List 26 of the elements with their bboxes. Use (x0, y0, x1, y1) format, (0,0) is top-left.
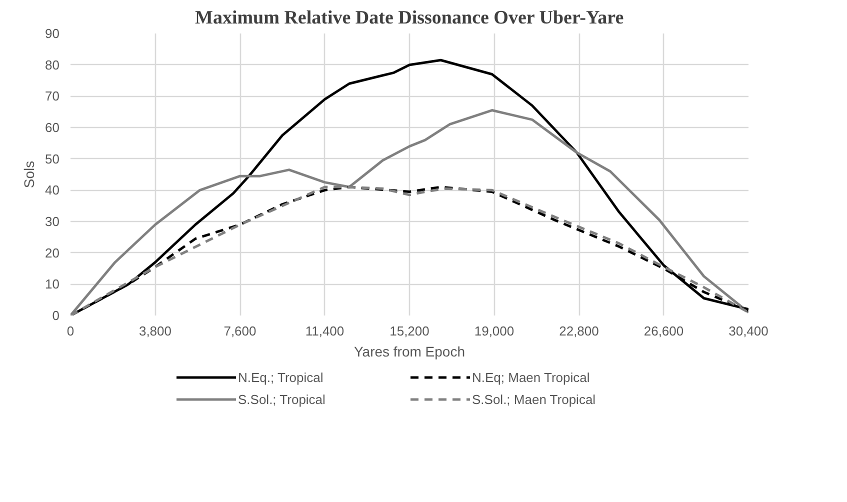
y-tick-label: 0 (52, 308, 60, 323)
chart-title: Maximum Relative Date Dissonance Over Uber-Yare (195, 8, 624, 28)
y-tick-label: 30 (45, 214, 60, 229)
x-tick-label: 7,600 (224, 324, 256, 338)
y-tick-label: 50 (45, 151, 60, 166)
legend-label: S.Sol.; Tropical (238, 392, 326, 406)
y-tick-label: 70 (45, 88, 60, 104)
x-tick-label: 22,800 (559, 324, 599, 338)
y-tick-label: 20 (45, 245, 60, 260)
x-tick-label: 11,400 (305, 324, 344, 338)
y-tick-label: 90 (45, 26, 60, 41)
y-axis-title: Sols (21, 160, 38, 188)
x-tick-label: 30,400 (728, 324, 768, 338)
y-tick-label: 60 (45, 120, 60, 135)
legend-label: S.Sol.; Maen Tropical (472, 392, 597, 406)
x-tick-label: 26,600 (644, 324, 684, 338)
x-tick-label: 3,800 (138, 324, 172, 338)
y-tick-label: 10 (45, 276, 60, 292)
legend-label: N.Eq.; Tropical (238, 370, 324, 384)
x-tick-label: 0 (66, 324, 74, 338)
x-axis-title: Yares from Epoch (354, 344, 466, 360)
y-tick-label: 80 (45, 57, 60, 72)
legend-label: N.Eq; Maen Tropical (472, 370, 591, 384)
y-tick-label: 40 (45, 182, 60, 198)
x-tick-label: 19,000 (474, 324, 514, 338)
x-tick-label: 15,200 (390, 324, 430, 338)
